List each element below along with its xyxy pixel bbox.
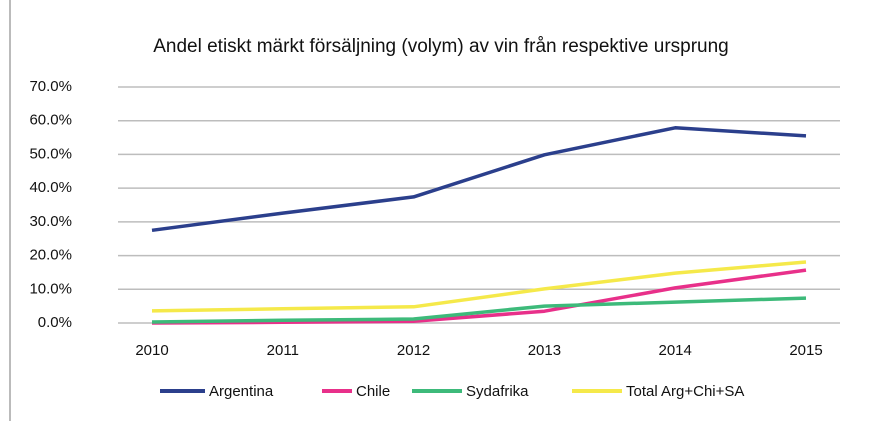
x-tick-label: 2013 (528, 342, 561, 359)
chart-title: Andel etiskt märkt försäljning (volym) a… (153, 36, 729, 57)
y-tick-label: 10.0% (29, 280, 72, 297)
legend-label: Chile (356, 383, 390, 400)
series-line (151, 260, 807, 313)
series-line (151, 126, 807, 233)
y-tick-label: 70.0% (29, 78, 72, 95)
legend-label: Sydafrika (466, 383, 529, 400)
y-tick-label: 50.0% (29, 145, 72, 162)
x-tick-label: 2010 (135, 342, 168, 359)
y-tick-label: 30.0% (29, 213, 72, 230)
legend-label: Argentina (209, 383, 274, 400)
legend-label: Total Arg+Chi+SA (626, 383, 744, 400)
y-tick-label: 60.0% (29, 112, 72, 129)
y-tick-label: 0.0% (38, 314, 72, 331)
x-tick-label: 2012 (397, 342, 430, 359)
series-line (151, 268, 807, 325)
x-tick-label: 2011 (267, 342, 299, 359)
series-line (151, 296, 807, 324)
y-tick-label: 40.0% (29, 179, 72, 196)
y-tick-label: 20.0% (29, 247, 72, 264)
x-tick-label: 2015 (789, 342, 822, 359)
x-tick-label: 2014 (659, 342, 692, 359)
